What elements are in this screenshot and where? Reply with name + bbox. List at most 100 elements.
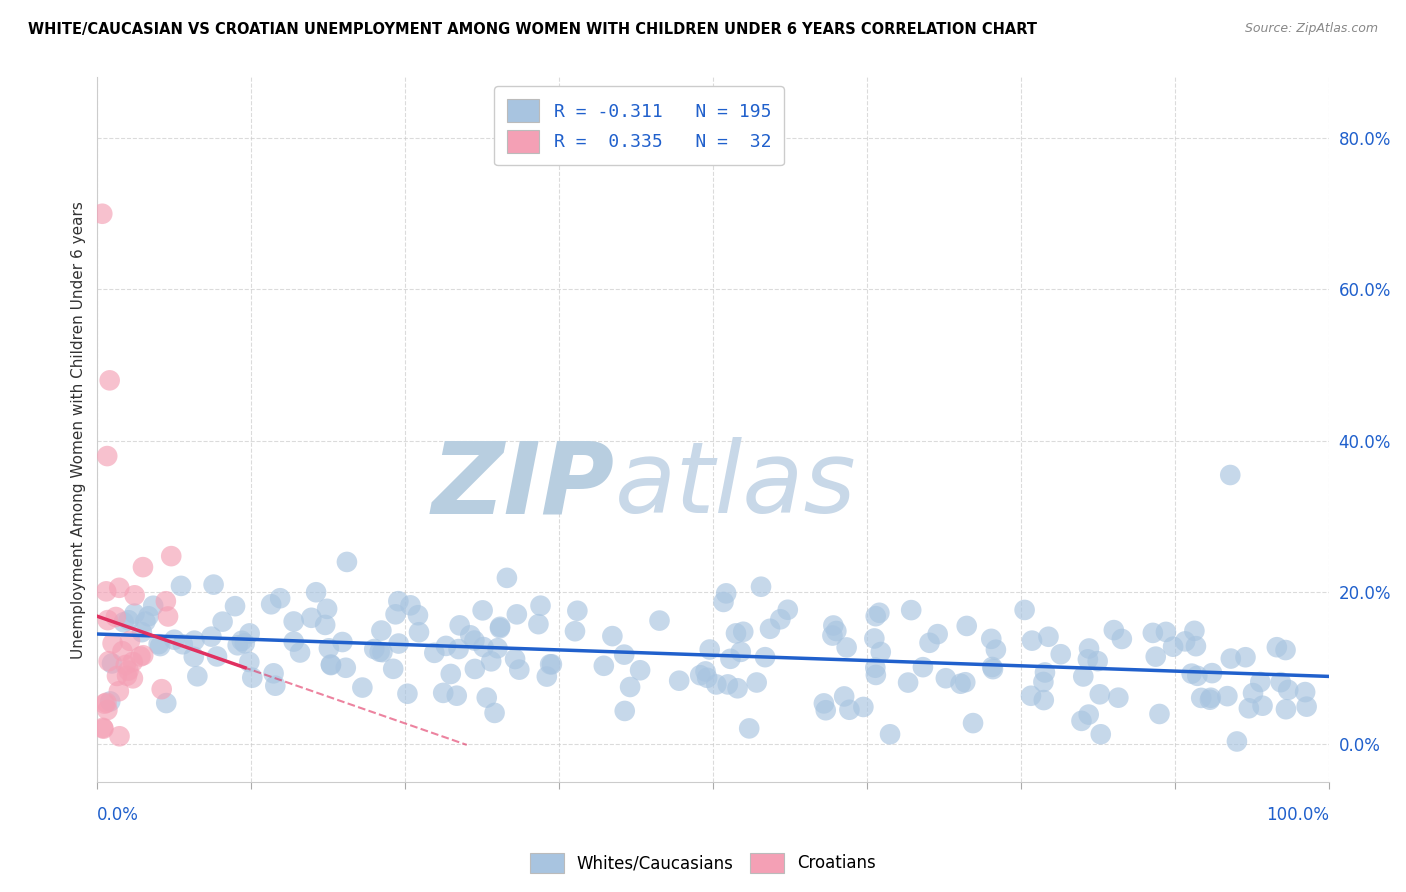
Point — [727, 681, 749, 696]
Point — [955, 675, 977, 690]
Text: atlas: atlas — [614, 437, 856, 534]
Point — [1154, 624, 1177, 639]
Point — [134, 615, 156, 629]
Point — [865, 668, 887, 682]
Point — [1049, 647, 1071, 661]
Point — [1275, 702, 1298, 716]
Point — [314, 618, 336, 632]
Point — [299, 611, 322, 625]
Point — [1090, 727, 1112, 741]
Point — [927, 627, 949, 641]
Legend: Whites/Caucasians, Croatians: Whites/Caucasians, Croatians — [523, 847, 883, 880]
Text: 0.0%: 0.0% — [97, 806, 139, 824]
Point — [231, 633, 253, 648]
Point — [211, 615, 233, 629]
Point — [98, 373, 121, 387]
Point — [93, 697, 115, 711]
Point — [1270, 675, 1292, 690]
Point — [434, 639, 457, 653]
Point — [900, 603, 922, 617]
Text: 100.0%: 100.0% — [1265, 806, 1329, 824]
Point — [108, 729, 131, 743]
Point — [172, 637, 194, 651]
Point — [408, 625, 430, 640]
Point — [592, 658, 614, 673]
Legend: R = -0.311   N = 195, R =  0.335   N =  32: R = -0.311 N = 195, R = 0.335 N = 32 — [495, 87, 785, 165]
Point — [699, 642, 721, 657]
Point — [384, 607, 406, 622]
Point — [112, 615, 135, 630]
Point — [117, 664, 139, 678]
Point — [1187, 669, 1209, 683]
Point — [142, 599, 165, 613]
Point — [496, 571, 519, 585]
Point — [269, 591, 291, 606]
Point — [226, 638, 249, 652]
Point — [648, 614, 671, 628]
Point — [121, 655, 143, 669]
Point — [717, 677, 740, 691]
Point — [506, 607, 529, 622]
Point — [352, 681, 374, 695]
Point — [155, 594, 177, 608]
Point — [503, 652, 526, 666]
Point — [1189, 690, 1212, 705]
Point — [536, 669, 558, 683]
Point — [122, 671, 145, 685]
Point — [832, 690, 855, 704]
Point — [527, 617, 550, 632]
Point — [852, 700, 875, 714]
Point — [98, 694, 121, 708]
Point — [1277, 682, 1299, 697]
Point — [1102, 623, 1125, 637]
Point — [724, 626, 747, 640]
Point — [1144, 649, 1167, 664]
Point — [205, 649, 228, 664]
Point — [138, 609, 160, 624]
Point — [613, 704, 636, 718]
Point — [183, 633, 205, 648]
Point — [150, 682, 173, 697]
Point — [432, 686, 454, 700]
Point — [1199, 692, 1222, 706]
Point — [332, 635, 354, 649]
Point — [1111, 632, 1133, 646]
Point — [471, 603, 494, 617]
Point — [96, 449, 118, 463]
Point — [363, 642, 385, 657]
Point — [319, 658, 342, 673]
Point — [1184, 624, 1206, 638]
Point — [868, 606, 890, 620]
Point — [1149, 706, 1171, 721]
Point — [865, 661, 887, 675]
Point — [96, 703, 118, 717]
Point — [984, 642, 1007, 657]
Point — [1021, 633, 1043, 648]
Point — [813, 697, 835, 711]
Point — [132, 648, 155, 663]
Point — [879, 727, 901, 741]
Point — [1219, 651, 1241, 665]
Point — [695, 665, 717, 679]
Point — [118, 633, 141, 648]
Point — [160, 549, 183, 563]
Point — [233, 636, 256, 650]
Point — [1294, 685, 1316, 699]
Y-axis label: Unemployment Among Women with Children Under 6 years: Unemployment Among Women with Children U… — [72, 201, 86, 658]
Point — [754, 650, 776, 665]
Point — [1265, 640, 1288, 655]
Point — [911, 660, 934, 674]
Point — [529, 599, 551, 613]
Point — [336, 555, 359, 569]
Point — [319, 657, 342, 672]
Point — [263, 666, 285, 681]
Point — [814, 703, 837, 717]
Point — [738, 722, 761, 736]
Point — [132, 560, 155, 574]
Point — [371, 645, 394, 659]
Point — [1032, 693, 1054, 707]
Point — [962, 716, 984, 731]
Point — [115, 669, 138, 683]
Point — [602, 629, 624, 643]
Point — [489, 620, 512, 634]
